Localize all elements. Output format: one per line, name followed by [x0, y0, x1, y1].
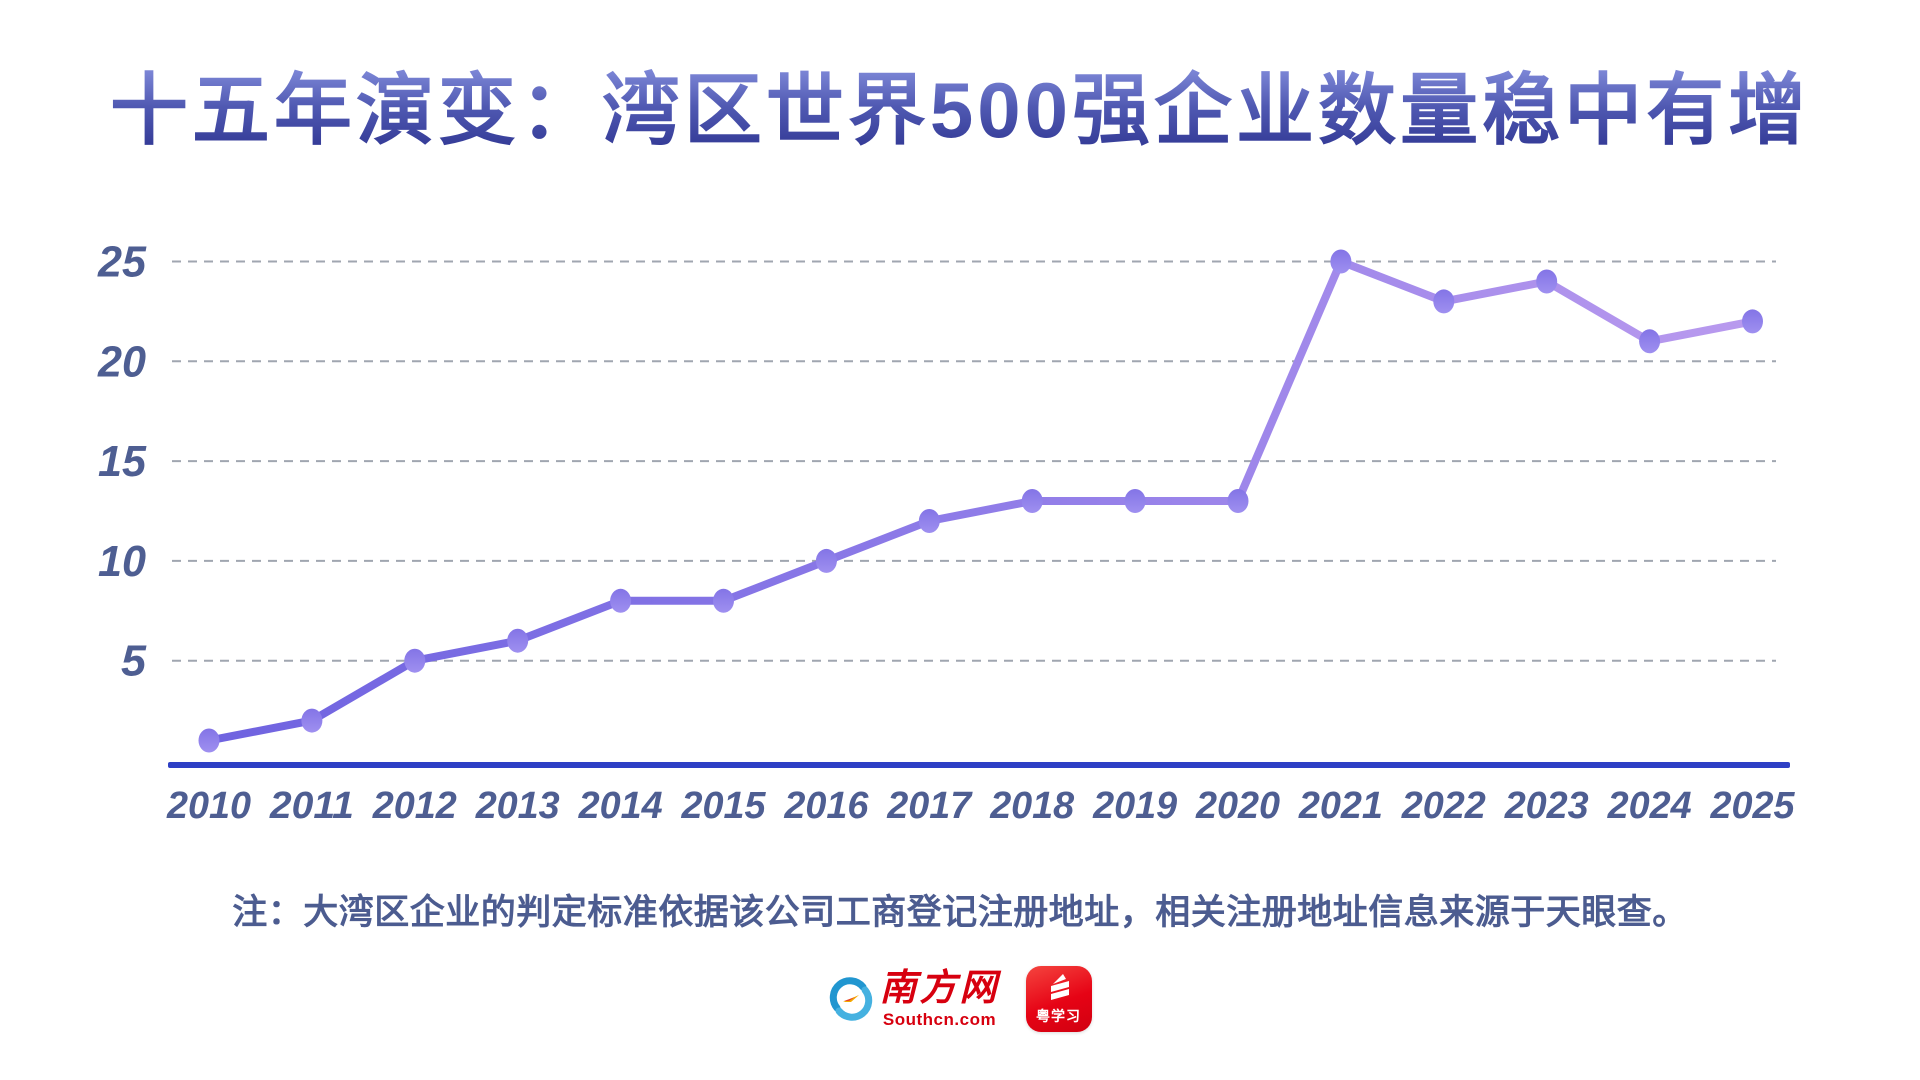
data-point-2012 — [404, 648, 426, 673]
data-point-2019 — [1124, 489, 1146, 513]
page-title: 十五年演变：湾区世界500强企业数量稳中有增 — [0, 67, 1920, 154]
y-axis-tick-labels: 5 10 15 20 25 — [97, 238, 147, 686]
yuexuexi-logo: 粤学习 — [1025, 966, 1092, 1032]
x-tick-2024: 2024 — [1607, 785, 1692, 827]
x-tick-2019: 2019 — [1092, 785, 1177, 827]
x-tick-2017: 2017 — [886, 785, 973, 827]
y-tick-25: 25 — [97, 238, 146, 287]
data-points — [198, 249, 1763, 753]
x-tick-2020: 2020 — [1195, 785, 1280, 827]
x-tick-2018: 2018 — [989, 785, 1075, 827]
x-tick-2023: 2023 — [1504, 785, 1589, 827]
x-tick-2016: 2016 — [783, 785, 869, 827]
x-tick-2011: 2011 — [269, 785, 354, 827]
series-line — [205, 257, 1757, 745]
southcn-name: 南方网 — [879, 968, 1000, 1009]
x-tick-2012: 2012 — [372, 785, 457, 827]
x-tick-2015: 2015 — [681, 785, 767, 827]
x-tick-2010: 2010 — [166, 785, 251, 827]
y-tick-10: 10 — [98, 537, 147, 586]
x-tick-2022: 2022 — [1401, 785, 1486, 827]
southcn-domain: Southcn.com — [882, 1010, 997, 1029]
y-tick-15: 15 — [98, 437, 147, 486]
data-point-2022 — [1433, 289, 1455, 314]
x-tick-2021: 2021 — [1298, 785, 1383, 827]
southcn-logo: 南方网 Southcn.com — [829, 970, 1000, 1028]
southcn-logo-text: 南方网 Southcn.com — [880, 970, 1000, 1028]
x-tick-2025: 2025 — [1710, 785, 1796, 827]
yuexuexi-label: 粤学习 — [1036, 1008, 1081, 1024]
x-axis-line — [168, 762, 1790, 768]
data-point-2011 — [301, 708, 323, 733]
data-point-2020 — [1227, 489, 1249, 513]
southcn-swirl-icon — [829, 977, 873, 1021]
data-line — [205, 257, 1757, 745]
x-tick-2013: 2013 — [475, 785, 560, 827]
y-tick-20: 20 — [97, 337, 146, 386]
y-tick-5: 5 — [121, 637, 147, 686]
data-point-2010 — [198, 728, 220, 753]
data-point-2018 — [1021, 489, 1043, 513]
data-point-2023 — [1536, 269, 1558, 294]
data-point-2021 — [1330, 249, 1352, 274]
data-point-2013 — [507, 628, 529, 653]
data-point-2014 — [610, 588, 632, 613]
gridlines — [172, 260, 1776, 662]
footer-logos: 南方网 Southcn.com 粤学习 — [0, 966, 1920, 1032]
data-point-2025 — [1742, 309, 1763, 334]
data-point-2024 — [1639, 329, 1661, 354]
data-point-2015 — [713, 588, 734, 613]
x-axis-tick-labels: 2010 2011 2012 2013 2014 2015 2016 2017 2018 2019… — [166, 785, 1795, 827]
data-point-2017 — [918, 509, 940, 533]
x-tick-2014: 2014 — [578, 785, 663, 827]
data-point-2016 — [815, 548, 837, 573]
footnote: 注：大湾区企业的判定标准依据该公司工商登记注册地址，相关注册地址信息来源于天眼查… — [232, 893, 1688, 932]
